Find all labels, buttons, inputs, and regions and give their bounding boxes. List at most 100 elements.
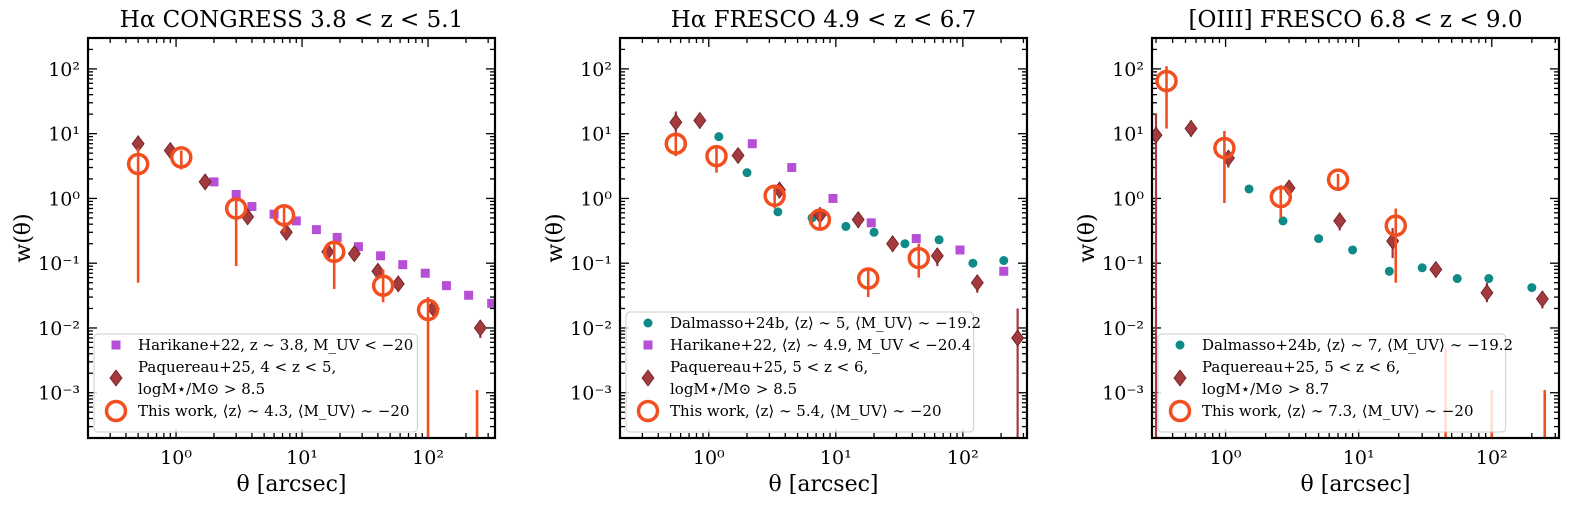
data-point xyxy=(773,207,783,217)
x-tick-label: 10⁰ xyxy=(1210,447,1242,469)
square-series xyxy=(209,177,495,308)
diamond-series xyxy=(1152,114,1549,438)
legend-entry: Dalmasso+24b, ⟨z⟩ ∼ 5, ⟨M_UV⟩ ∼ −19.2 xyxy=(643,314,981,332)
x-tick-label: 10² xyxy=(1476,447,1508,469)
data-point xyxy=(473,319,487,337)
data-point xyxy=(332,232,342,242)
data-point xyxy=(1333,212,1347,230)
legend-marker xyxy=(1175,340,1185,350)
data-point xyxy=(1213,136,1236,160)
data-point xyxy=(1348,245,1358,255)
data-point xyxy=(231,190,241,200)
data-point xyxy=(1244,184,1254,194)
y-axis-label: w(θ) xyxy=(543,213,568,262)
legend-label: Paquereau+25, 5 < z < 6, xyxy=(1202,358,1400,376)
y-axis-label: w(θ) xyxy=(1075,213,1100,262)
data-point xyxy=(371,274,395,297)
data-point xyxy=(1527,283,1537,293)
legend-marker xyxy=(1168,399,1192,423)
legend-marker xyxy=(636,399,660,423)
x-tick-label: 10⁰ xyxy=(693,447,725,469)
y-tick-label: 10¹ xyxy=(48,124,80,146)
data-point xyxy=(209,177,219,187)
panel-title: Hα FRESCO 4.9 < z < 6.7 xyxy=(671,7,977,33)
panel-title: Hα CONGRESS 3.8 < z < 5.1 xyxy=(120,7,463,33)
x-tick-label: 10² xyxy=(412,447,444,469)
legend-entry: Harikane+22, z ∼ 3.8, M_UV < −20 xyxy=(111,336,413,354)
data-point xyxy=(1155,69,1178,93)
plot-data xyxy=(126,135,495,438)
data-point xyxy=(272,203,296,227)
y-tick-label: 10⁻² xyxy=(570,318,612,340)
legend-entry: This work, ⟨z⟩ ∼ 7.3, ⟨M_UV⟩ ∼ −20 xyxy=(1168,399,1474,423)
x-tick-label: 10¹ xyxy=(1343,447,1375,469)
legend-label: Dalmasso+24b, ⟨z⟩ ∼ 5, ⟨M_UV⟩ ∼ −19.2 xyxy=(670,314,981,332)
legend-entry: This work, ⟨z⟩ ∼ 4.3, ⟨M_UV⟩ ∼ −20 xyxy=(104,399,410,423)
data-point xyxy=(955,245,965,255)
y-tick-label: 10⁻³ xyxy=(1102,383,1144,405)
ring-series xyxy=(1155,66,1408,283)
y-tick-label: 10⁻¹ xyxy=(38,253,80,275)
y-tick-label: 10¹ xyxy=(580,124,612,146)
circle-series xyxy=(1244,184,1537,293)
data-point xyxy=(841,221,851,231)
legend-label: Harikane+22, z ∼ 3.8, M_UV < −20 xyxy=(138,336,413,354)
x-tick-label: 10² xyxy=(947,447,979,469)
y-axis-label: w(θ) xyxy=(11,213,36,262)
y-tick-label: 10² xyxy=(48,59,80,81)
x-axis-label: θ [arcsec] xyxy=(237,472,347,497)
data-point xyxy=(731,146,745,165)
legend-label: This work, ⟨z⟩ ∼ 4.3, ⟨M_UV⟩ ∼ −20 xyxy=(138,402,410,420)
data-point xyxy=(1011,329,1025,347)
y-tick-label: 10² xyxy=(580,59,612,81)
legend: Dalmasso+24b, ⟨z⟩ ∼ 7, ⟨M_UV⟩ ∼ −19.2 Paq… xyxy=(1157,333,1513,433)
data-point xyxy=(224,197,248,220)
data-point xyxy=(911,234,921,244)
square-series xyxy=(747,139,1009,276)
data-point xyxy=(1452,274,1462,284)
legend-label: This work, ⟨z⟩ ∼ 7.3, ⟨M_UV⟩ ∼ −20 xyxy=(1202,402,1474,420)
legend-box xyxy=(1157,333,1507,433)
data-point xyxy=(464,290,474,300)
data-point xyxy=(1152,126,1163,144)
data-point xyxy=(247,202,257,212)
data-point xyxy=(322,240,346,264)
data-point xyxy=(170,146,193,169)
legend-label: Paquereau+25, 4 < z < 5, xyxy=(138,358,336,376)
y-tick-label: 10¹ xyxy=(1112,124,1144,146)
data-point xyxy=(934,235,944,245)
data-point xyxy=(279,223,293,241)
data-point xyxy=(808,208,832,231)
plot-frame xyxy=(618,36,1029,440)
data-point xyxy=(1535,290,1549,308)
ring-series xyxy=(664,132,931,298)
legend-marker xyxy=(111,340,121,350)
data-point xyxy=(828,193,838,203)
x-axis-label: θ [arcsec] xyxy=(769,472,879,497)
legend-label: Paquereau+25, 5 < z < 6, xyxy=(670,358,868,376)
panel-fresco-oiii: [OIII] FRESCO 6.8 < z < 9.0 θ [arcsec] w(θ… xyxy=(1075,7,1561,497)
panel-congress-halpha: Hα CONGRESS 3.8 < z < 5.1θ [arcsec]w(θ)1… xyxy=(11,7,497,497)
legend: Harikane+22, z ∼ 3.8, M_UV < −20 Paquerea… xyxy=(93,333,418,433)
data-point xyxy=(763,184,786,208)
y-tick-label: 10⁻² xyxy=(1102,318,1144,340)
data-point xyxy=(930,247,944,265)
data-point xyxy=(1384,214,1408,237)
y-tick-label: 10⁰ xyxy=(48,188,80,210)
data-point xyxy=(126,152,150,176)
data-point xyxy=(705,144,728,168)
panel-fresco-halpha: Hα FRESCO 4.9 < z < 6.7 θ [arcsec] w(θ) 10⁰… xyxy=(543,7,1029,497)
legend-marker xyxy=(641,369,655,387)
plot-frame xyxy=(1150,36,1561,440)
legend-marker xyxy=(104,399,128,423)
data-point xyxy=(664,132,688,155)
data-point xyxy=(693,111,707,130)
y-tick-label: 10⁰ xyxy=(580,188,612,210)
legend-marker xyxy=(1173,369,1187,387)
legend: Dalmasso+24b, ⟨z⟩ ∼ 5, ⟨M_UV⟩ ∼ −19.2 Har… xyxy=(625,311,981,433)
x-axis-label: θ [arcsec] xyxy=(1301,472,1411,497)
data-point xyxy=(291,216,301,226)
data-point xyxy=(999,266,1009,276)
legend-marker xyxy=(109,369,123,387)
data-point xyxy=(907,246,931,270)
